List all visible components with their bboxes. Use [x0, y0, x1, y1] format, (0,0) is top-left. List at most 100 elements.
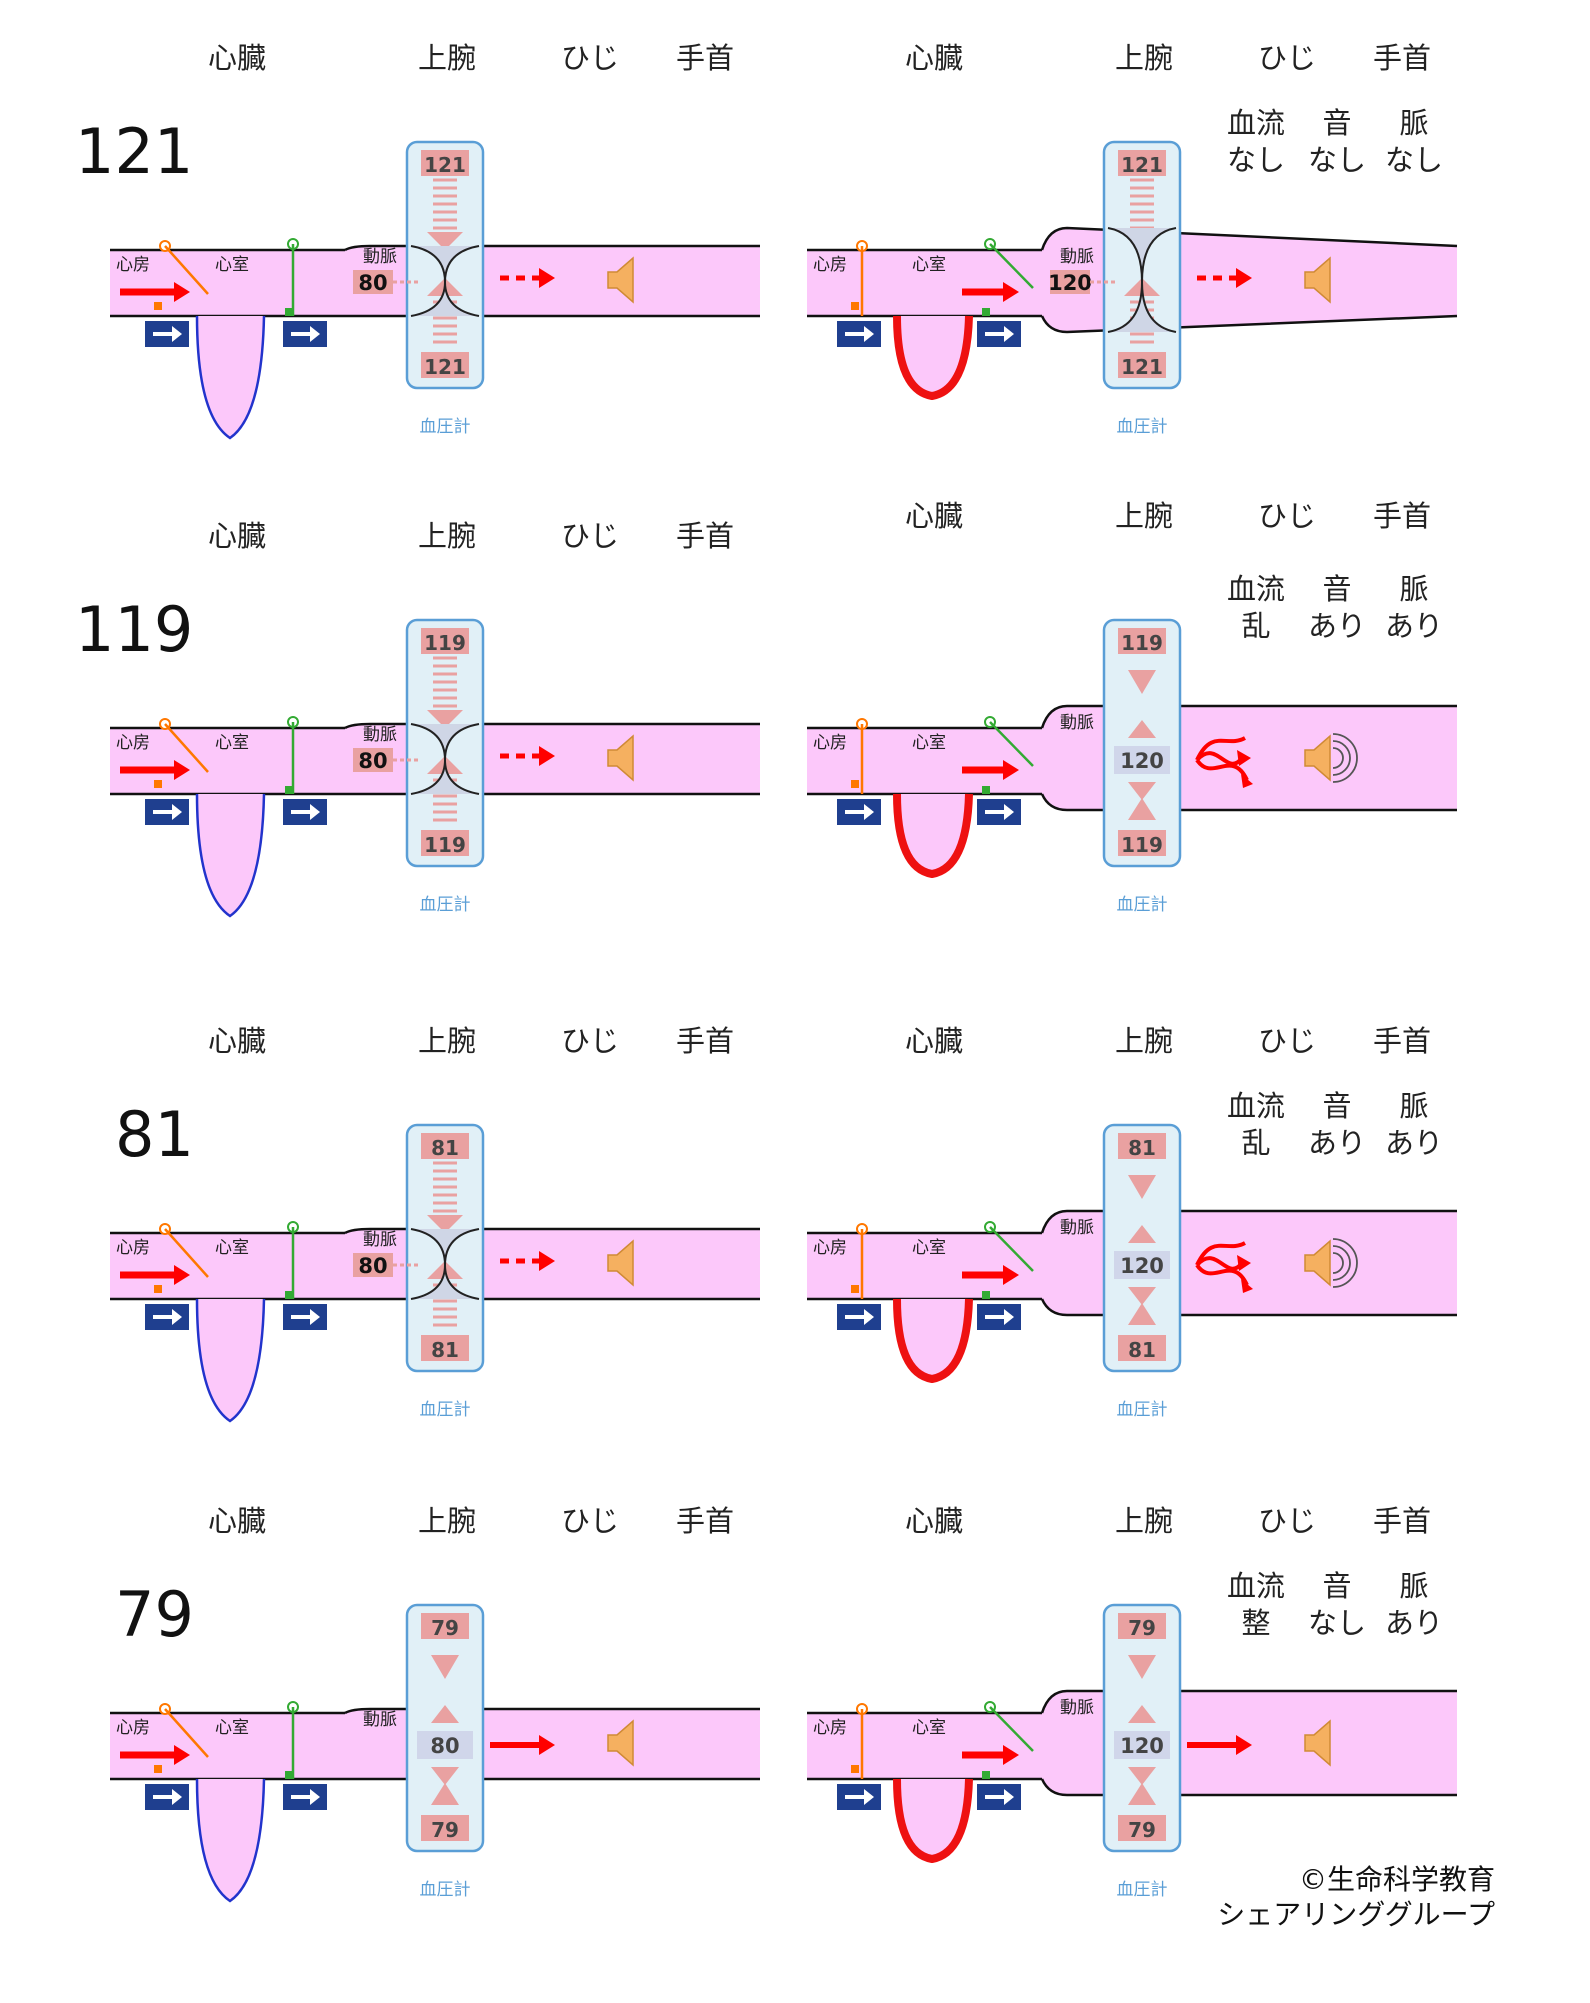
sound-speaker-icon — [607, 1239, 634, 1287]
pump-indicator-1 — [837, 321, 881, 347]
cuff-label: 血圧計 — [420, 895, 471, 915]
atrial-valve — [164, 723, 209, 773]
status-label-0: 血流 — [1226, 106, 1286, 140]
cuff-top-value: 121 — [1121, 153, 1163, 177]
center-push-up — [1128, 1705, 1156, 1723]
cuff-top-bg — [1118, 1133, 1166, 1159]
header-label-0: 心臓 — [904, 499, 964, 533]
cuff-bottom-value: 121 — [1121, 355, 1163, 379]
aortic-valve — [989, 721, 1034, 767]
cuff-arrow-down — [1128, 1655, 1156, 1679]
atrium-label: 心房 — [813, 255, 847, 275]
cuff-arrow-up — [431, 1783, 459, 1805]
ventricle-label: 心室 — [912, 733, 946, 753]
ventricle-chamber — [197, 316, 264, 438]
artery-label: 動脈 — [363, 1710, 397, 1730]
ventricle-chamber — [197, 1779, 264, 1901]
status-value-2: あり — [1384, 609, 1444, 643]
atrium-label: 心房 — [813, 1238, 847, 1258]
ventricle-flow-arrow — [962, 760, 1019, 780]
pump-indicator-2 — [977, 1304, 1021, 1330]
cuff-top-value: 79 — [431, 1616, 459, 1640]
ventricle-flow-arrow — [962, 282, 1019, 302]
header-label-1: 上腕 — [417, 519, 477, 553]
status-label-0: 血流 — [1226, 1089, 1286, 1123]
cuff-label: 血圧計 — [420, 1400, 471, 1420]
header-label-3: 手首 — [1372, 41, 1432, 75]
header-label-3: 手首 — [1372, 1504, 1432, 1538]
status-label-2: 脈 — [1399, 1089, 1429, 1123]
status-value-1: なし — [1307, 143, 1367, 177]
atrium-label: 心房 — [116, 255, 150, 275]
cuff-bottom-value: 119 — [424, 833, 466, 857]
ventricle-label: 心室 — [215, 1238, 249, 1258]
atrial-valve — [164, 1228, 209, 1278]
atrial-valve-stop — [154, 1285, 162, 1293]
occluded-artery-bottom — [410, 281, 480, 317]
cuff-bottom-value: 81 — [431, 1338, 459, 1362]
atrium-label: 心房 — [116, 1718, 150, 1738]
cuff-top-value: 79 — [1128, 1616, 1156, 1640]
row-pressure-value: 121 — [75, 115, 194, 188]
atrial-valve — [164, 245, 209, 295]
pump-indicator-2 — [977, 321, 1021, 347]
ventricle-wall-contracted — [893, 1298, 973, 1384]
ventricle-wall — [195, 315, 266, 440]
aortic-valve-stop — [285, 1291, 293, 1299]
artery-value-bg — [1050, 270, 1090, 294]
cuff-gauge — [1102, 618, 1182, 868]
header-label-1: 上腕 — [417, 1504, 477, 1538]
pump-indicator-1 — [145, 1784, 189, 1810]
occluded-artery-bottom — [410, 759, 480, 795]
status-label-1: 音 — [1322, 1089, 1352, 1123]
center-push-up — [431, 1705, 459, 1723]
atrium-flow-arrow — [120, 1265, 190, 1285]
atrium-label: 心房 — [813, 1718, 847, 1738]
ventricle-wall — [195, 1778, 266, 1903]
cuff-arrow-down — [431, 1655, 459, 1679]
header-label-1: 上腕 — [1114, 1024, 1174, 1058]
pump-indicator-1 — [837, 1304, 881, 1330]
header-label-0: 心臓 — [207, 1024, 267, 1058]
header-label-3: 手首 — [1372, 499, 1432, 533]
header-label-1: 上腕 — [1114, 1504, 1174, 1538]
atrial-valve-stop — [851, 1285, 859, 1293]
header-label-3: 手首 — [675, 1504, 735, 1538]
aortic-valve — [989, 243, 1034, 289]
pump-indicator-1 — [145, 799, 189, 825]
cuff-arrow-up — [1128, 798, 1156, 820]
cuff-top-value: 121 — [424, 153, 466, 177]
cuff-label: 血圧計 — [1117, 1400, 1168, 1420]
aortic-valve-stop — [285, 786, 293, 794]
artery-wall-top — [1040, 1689, 1457, 1714]
status-value-2: なし — [1384, 143, 1444, 177]
atrium-flow-arrow — [120, 760, 190, 780]
artery-value-bg — [353, 270, 393, 294]
cuff-bottom-value: 81 — [1128, 1338, 1156, 1362]
artery-wall-bottom — [1040, 793, 1457, 812]
pump-indicator-2 — [977, 1784, 1021, 1810]
center-value-bg — [1114, 1731, 1170, 1759]
cuff-arrow-down — [1128, 670, 1156, 694]
center-push-down — [1128, 782, 1156, 800]
header-label-1: 上腕 — [1114, 499, 1174, 533]
ventricle-wall — [195, 1298, 266, 1423]
artery-wall-top — [1040, 1209, 1457, 1234]
cuff-top-bg — [421, 628, 469, 654]
sound-speaker-icon — [607, 734, 634, 782]
cuff-bottom-bg — [1118, 352, 1166, 378]
header-label-1: 上腕 — [1114, 41, 1174, 75]
row-pressure-value: 81 — [115, 1098, 194, 1171]
cuff-bottom-bg — [421, 830, 469, 856]
pump-indicator-1 — [837, 799, 881, 825]
atrial-valve-stop — [851, 780, 859, 788]
atrial-valve-stop — [154, 780, 162, 788]
center-push-down — [1128, 1287, 1156, 1305]
cuff-bottom-bg — [421, 1815, 469, 1841]
artery-value: 80 — [358, 271, 387, 295]
ventricle-chamber — [197, 794, 264, 916]
cuff-label: 血圧計 — [1117, 417, 1168, 437]
